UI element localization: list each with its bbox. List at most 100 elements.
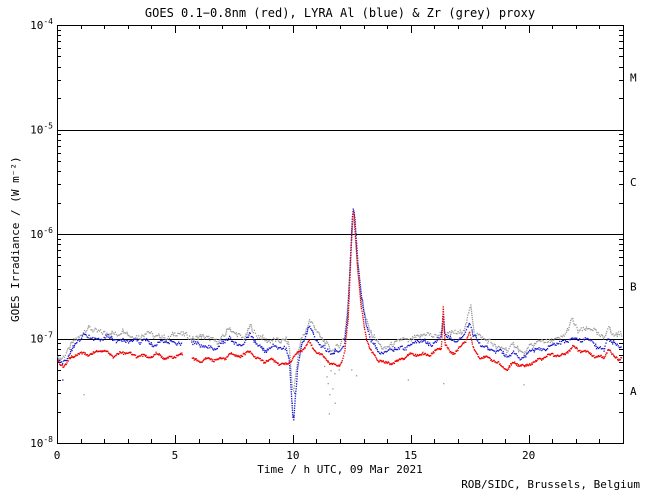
data-point — [463, 329, 466, 332]
data-point — [264, 340, 266, 342]
data-point — [349, 271, 351, 273]
data-point — [469, 331, 471, 333]
data-point — [57, 356, 59, 358]
data-point — [443, 332, 446, 335]
data-point — [344, 343, 347, 345]
data-point — [160, 354, 162, 357]
data-point — [279, 347, 281, 349]
data-point — [558, 355, 561, 357]
data-point — [366, 319, 368, 321]
data-point — [74, 339, 76, 341]
data-point — [358, 285, 360, 287]
data-point — [190, 338, 192, 340]
data-point — [253, 329, 255, 331]
data-point — [220, 337, 222, 339]
data-point — [596, 333, 598, 336]
data-point — [214, 340, 216, 342]
data-point — [144, 355, 147, 357]
data-point — [310, 328, 312, 330]
data-point — [173, 341, 175, 343]
data-point — [333, 352, 335, 355]
data-point — [358, 281, 360, 283]
data-point — [295, 388, 297, 390]
data-point — [407, 344, 409, 347]
data-point — [524, 351, 526, 353]
data-point — [602, 348, 604, 350]
data-point — [290, 395, 293, 397]
data-point — [348, 302, 350, 305]
data-point — [357, 273, 359, 275]
data-point — [338, 347, 340, 349]
data-point — [311, 321, 313, 323]
data-point — [355, 235, 357, 237]
data-point — [444, 342, 446, 344]
data-point — [249, 350, 252, 353]
data-point — [595, 356, 598, 358]
data-point — [619, 359, 621, 361]
data-point — [291, 407, 293, 409]
data-point — [223, 335, 225, 337]
data-point — [436, 349, 438, 351]
data-point — [324, 347, 326, 349]
data-point — [315, 329, 317, 331]
data-point — [246, 336, 248, 339]
data-point — [343, 352, 345, 354]
data-point — [566, 351, 569, 353]
data-point — [299, 353, 301, 355]
data-point — [231, 331, 233, 333]
data-point — [248, 351, 250, 353]
data-point — [469, 334, 471, 336]
data-point — [519, 365, 521, 367]
data-point — [365, 323, 367, 325]
data-point — [294, 353, 296, 355]
data-point — [619, 346, 621, 349]
data-point — [104, 330, 106, 333]
data-point — [442, 311, 445, 313]
data-point — [241, 344, 243, 347]
data-point — [462, 342, 464, 344]
data-point — [110, 354, 112, 356]
data-point — [521, 364, 523, 366]
data-point — [348, 297, 350, 299]
data-point — [404, 338, 406, 340]
data-point — [276, 361, 278, 364]
data-point — [405, 349, 407, 351]
data-point — [477, 353, 479, 356]
data-point — [357, 271, 359, 273]
data-point — [306, 344, 308, 346]
data-point — [481, 357, 483, 359]
data-point — [131, 336, 133, 338]
data-point — [579, 349, 581, 352]
data-point — [463, 342, 465, 345]
data-point — [587, 328, 589, 330]
data-point — [273, 338, 276, 340]
data-point — [577, 339, 579, 341]
data-point — [483, 357, 485, 359]
data-point — [79, 334, 81, 337]
data-point — [582, 338, 584, 340]
data-point — [145, 354, 147, 357]
data-point — [213, 339, 215, 341]
data-point — [529, 349, 531, 351]
data-point — [116, 335, 119, 337]
data-point — [296, 370, 298, 372]
data-point — [530, 343, 532, 345]
data-point — [285, 362, 287, 364]
data-point — [244, 335, 246, 337]
data-point — [284, 348, 286, 351]
data-point — [528, 351, 530, 353]
data-point — [493, 359, 495, 361]
data-point — [500, 365, 503, 367]
data-point — [535, 359, 537, 362]
data-point — [450, 331, 452, 334]
data-point — [333, 363, 335, 365]
data-point — [268, 359, 270, 361]
data-point — [551, 340, 553, 342]
data-point — [262, 359, 264, 362]
data-point — [272, 359, 275, 361]
data-point — [508, 368, 510, 370]
data-point — [219, 342, 221, 344]
data-point — [119, 334, 121, 336]
data-point — [212, 360, 215, 363]
data-point — [230, 352, 232, 354]
